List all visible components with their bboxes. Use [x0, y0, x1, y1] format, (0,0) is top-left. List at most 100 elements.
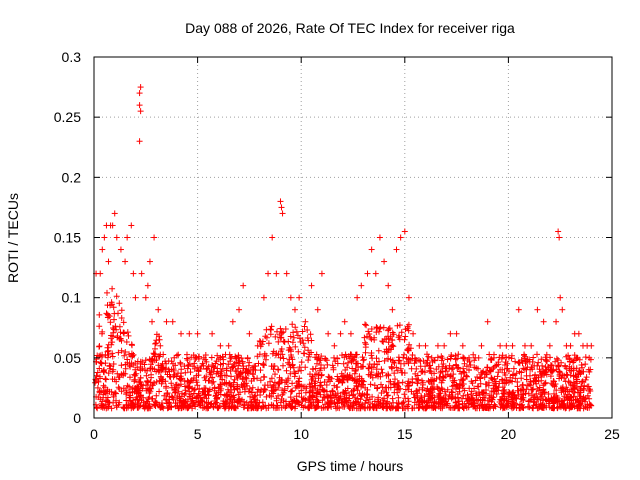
data-point	[254, 342, 261, 349]
axes	[93, 56, 613, 419]
data-point	[169, 318, 176, 325]
data-point	[209, 330, 216, 337]
data-points	[93, 84, 595, 361]
data-point	[111, 210, 118, 217]
data-point	[277, 198, 284, 205]
data-point	[99, 246, 106, 253]
data-point	[555, 228, 562, 235]
data-point	[358, 282, 365, 289]
data-point	[136, 102, 143, 109]
x-tick-label: 10	[293, 426, 309, 442]
data-point	[389, 306, 396, 313]
data-point	[137, 108, 144, 115]
data-point	[101, 234, 108, 241]
data-point	[368, 246, 375, 253]
data-point	[546, 342, 553, 349]
data-point	[308, 282, 315, 289]
data-point	[478, 342, 485, 349]
y-axis-title: ROTI / TECUs	[5, 193, 21, 283]
data-point	[559, 306, 566, 313]
data-point	[157, 342, 164, 349]
data-point	[588, 342, 595, 349]
x-tick-label: 20	[501, 426, 517, 442]
data-point	[217, 342, 224, 349]
data-point	[490, 354, 497, 361]
data-point	[105, 258, 112, 265]
data-point	[296, 294, 303, 301]
data-point	[124, 234, 131, 241]
data-point	[287, 294, 294, 301]
data-point	[434, 342, 441, 349]
data-point	[534, 306, 541, 313]
x-tick-label: 25	[604, 426, 620, 442]
data-point	[200, 354, 207, 361]
data-point	[325, 330, 332, 337]
data-point	[318, 270, 325, 277]
data-point	[422, 342, 429, 349]
data-point	[117, 246, 124, 253]
data-point	[265, 270, 272, 277]
data-point	[291, 306, 298, 313]
y-tick-label: 0.3	[62, 49, 82, 65]
data-point	[364, 270, 371, 277]
data-point	[540, 318, 547, 325]
data-point	[405, 294, 412, 301]
tick-labels: 0 5 10 15 20 25 0 0.05 0.1 0.15 0.2 0.25 0.3	[54, 49, 620, 442]
data-point	[302, 318, 309, 325]
data-point	[497, 342, 504, 349]
data-point	[556, 234, 563, 241]
data-point	[331, 342, 338, 349]
x-tick-label: 0	[90, 426, 98, 442]
data-point	[151, 234, 158, 241]
data-point	[557, 294, 564, 301]
data-point	[393, 246, 400, 253]
data-point	[229, 318, 236, 325]
data-point	[528, 342, 535, 349]
y-tick-label: 0.1	[62, 290, 82, 306]
data-point	[401, 228, 408, 235]
data-point	[575, 330, 582, 337]
data-point	[466, 354, 473, 361]
data-point	[240, 282, 247, 289]
data-point	[376, 234, 383, 241]
data-point	[132, 294, 139, 301]
data-point	[236, 306, 243, 313]
data-point	[447, 330, 454, 337]
data-point	[337, 330, 344, 337]
y-tick-label: 0.05	[54, 350, 81, 366]
data-point	[586, 354, 593, 361]
chart-title: Day 088 of 2026, Rate Of TEC Index for r…	[185, 20, 515, 36]
data-point	[278, 204, 285, 211]
data-point	[246, 330, 253, 337]
data-point	[122, 258, 129, 265]
data-point	[136, 90, 143, 97]
data-point	[146, 258, 153, 265]
data-point	[441, 342, 448, 349]
data-point	[503, 342, 510, 349]
data-point	[273, 270, 280, 277]
data-point	[144, 282, 151, 289]
data-point	[130, 270, 137, 277]
data-point	[428, 354, 435, 361]
data-point	[385, 282, 392, 289]
data-point	[225, 342, 232, 349]
data-point	[472, 354, 479, 361]
data-point	[341, 318, 348, 325]
x-tick-label: 5	[194, 426, 202, 442]
data-point	[260, 294, 267, 301]
y-tick-label: 0	[73, 410, 81, 426]
data-point	[410, 330, 417, 337]
data-point	[354, 294, 361, 301]
data-point	[521, 342, 528, 349]
y-tick-label: 0.15	[54, 230, 81, 246]
data-point	[459, 342, 466, 349]
y-tick-label: 0.25	[54, 109, 81, 125]
data-point	[109, 222, 116, 229]
data-point	[381, 258, 388, 265]
data-point	[149, 318, 156, 325]
dense-crosses	[92, 285, 595, 412]
data-point	[509, 342, 516, 349]
data-point	[142, 294, 149, 301]
